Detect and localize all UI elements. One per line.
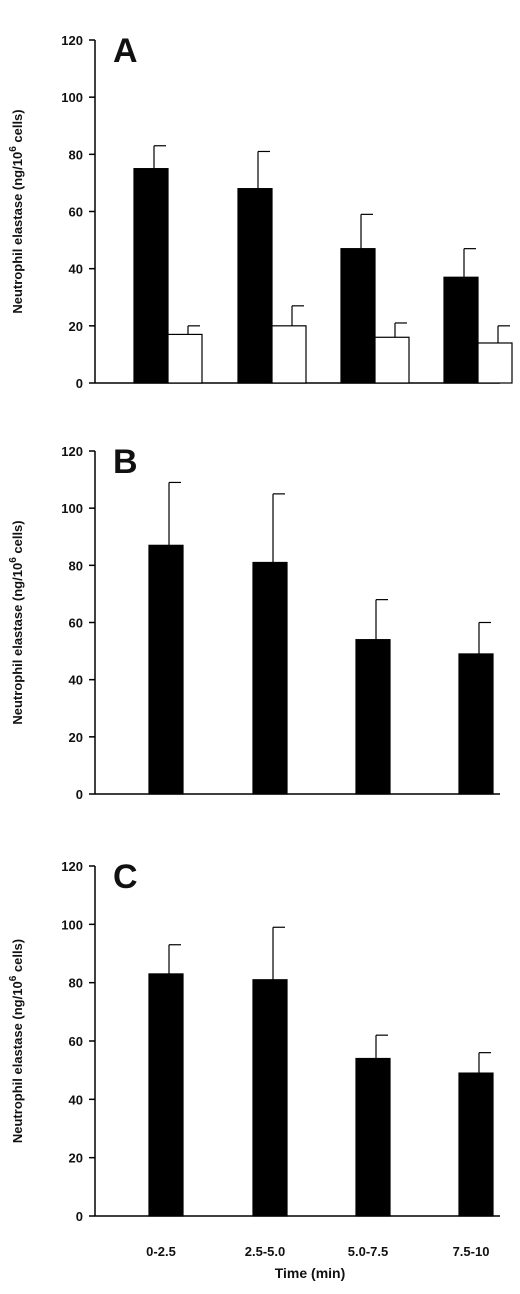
- y-tick-label: 100: [61, 501, 83, 516]
- y-tick-label: 100: [61, 90, 83, 105]
- bar-2.5-5.0-series-2: [271, 325, 307, 384]
- y-axis-label-superscript: 6: [8, 146, 19, 152]
- bar-7.5-10-series-1: [458, 653, 494, 795]
- bar-0-2.5-series-1: [148, 973, 184, 1217]
- y-tick-label: 80: [69, 147, 83, 162]
- panel-b: 0 20 40 60 80 100 120 Neutrophil elastase (ng/1…: [8, 443, 500, 802]
- y-tick-label: 60: [69, 205, 83, 220]
- panel-letter: A: [113, 32, 138, 70]
- y-tick-label: 0: [76, 376, 83, 391]
- y-tick-label: 120: [61, 33, 83, 48]
- x-axis-label: Time (min): [275, 1265, 346, 1281]
- bar-0-2.5-series-2: [167, 333, 203, 384]
- y-axis-label: Neutrophil elastase (ng/106 cells): [8, 520, 25, 724]
- x-tick-label: 5.0-7.5: [348, 1244, 388, 1259]
- y-axis-label: Neutrophil elastase (ng/106 cells): [8, 939, 25, 1143]
- panel-a: 0 20 40 60 80 100 120 Neutrophil elastase (ng/1…: [8, 32, 513, 391]
- x-tick-label: 2.5-5.0: [245, 1244, 285, 1259]
- y-tick-label: 40: [69, 1092, 83, 1107]
- y-tick-label: 20: [69, 1151, 83, 1166]
- bar-7.5-10-series-1: [458, 1072, 494, 1217]
- y-axis-label-text: Neutrophil elastase (ng/10: [10, 981, 25, 1143]
- y-tick-label: 100: [61, 917, 83, 932]
- y-tick-label: 80: [69, 558, 83, 573]
- y-tick-label: 0: [76, 1209, 83, 1224]
- bar-0-2.5-series-1: [133, 168, 169, 384]
- y-tick-label: 20: [69, 730, 83, 745]
- y-tick-label: 120: [61, 444, 83, 459]
- y-tick-label: 60: [69, 1034, 83, 1049]
- y-axis-label-end: cells): [10, 109, 25, 146]
- y-axis-label-text: Neutrophil elastase (ng/10: [10, 152, 25, 314]
- panel-letter: C: [113, 858, 138, 896]
- y-tick-label: 20: [69, 319, 83, 334]
- y-tick-label: 60: [69, 616, 83, 631]
- bar-7.5-10-series-1: [443, 276, 479, 384]
- y-tick-label: 80: [69, 976, 83, 991]
- y-tick-label: 40: [69, 673, 83, 688]
- bar-2.5-5.0-series-1: [252, 561, 288, 795]
- y-tick-label: 0: [76, 787, 83, 802]
- bar-2.5-5.0-series-1: [237, 188, 273, 384]
- bar-5.0-7.5-series-1: [355, 639, 391, 795]
- x-tick-label: 0-2.5: [146, 1244, 176, 1259]
- bar-7.5-10-series-2: [477, 342, 513, 384]
- y-axis-label-end: cells): [10, 520, 25, 557]
- bar-0-2.5-series-1: [148, 544, 184, 795]
- bar-5.0-7.5-series-2: [374, 336, 410, 384]
- y-tick-label: 120: [61, 859, 83, 874]
- bar-5.0-7.5-series-1: [340, 248, 376, 384]
- panel-letter: B: [113, 443, 138, 481]
- y-axis-label-end: cells): [10, 939, 25, 976]
- bar-2.5-5.0-series-1: [252, 979, 288, 1217]
- bar-5.0-7.5-series-1: [355, 1057, 391, 1217]
- y-axis-label-superscript: 6: [8, 557, 19, 563]
- panel-c: 0 20 40 60 80 100 120 Neutrophil elastase (ng/1…: [8, 858, 500, 1281]
- y-axis-label-text: Neutrophil elastase (ng/10: [10, 563, 25, 725]
- y-axis-label: Neutrophil elastase (ng/106 cells): [8, 109, 25, 313]
- y-tick-label: 40: [69, 262, 83, 277]
- y-axis-label-superscript: 6: [8, 975, 19, 981]
- x-tick-label: 7.5-10: [453, 1244, 490, 1259]
